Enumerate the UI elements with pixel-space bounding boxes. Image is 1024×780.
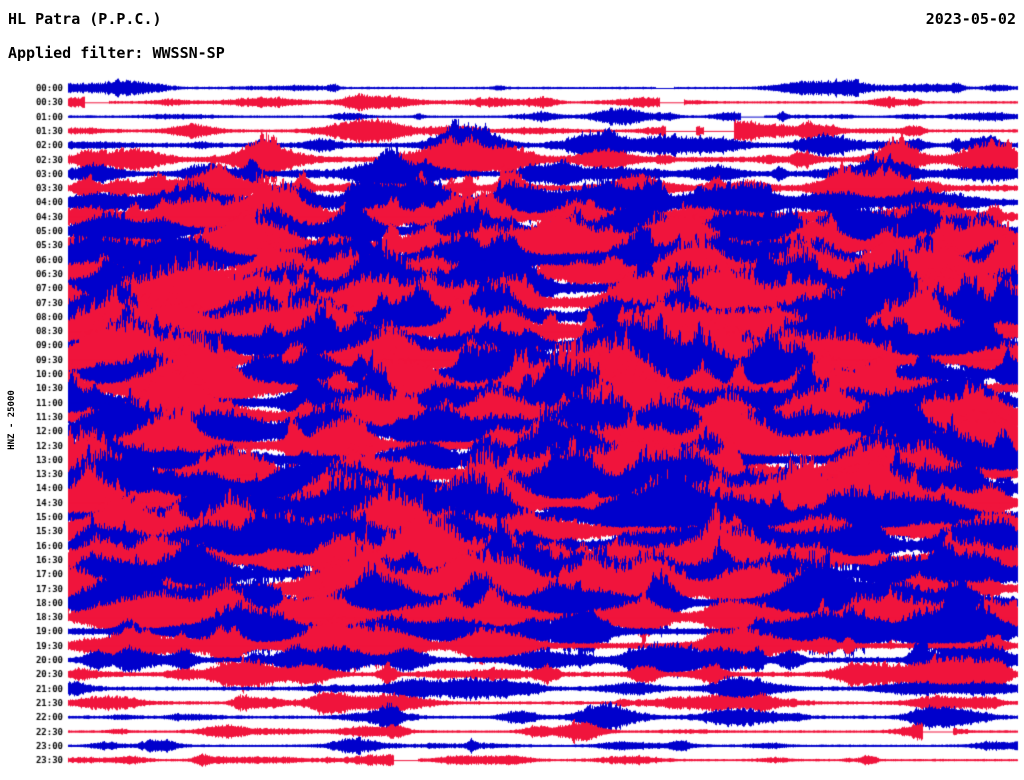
helicorder-page: HL Patra (P.P.C.) Applied filter: WWSSN-… [0,0,1024,780]
seismogram-canvas [0,0,1024,780]
